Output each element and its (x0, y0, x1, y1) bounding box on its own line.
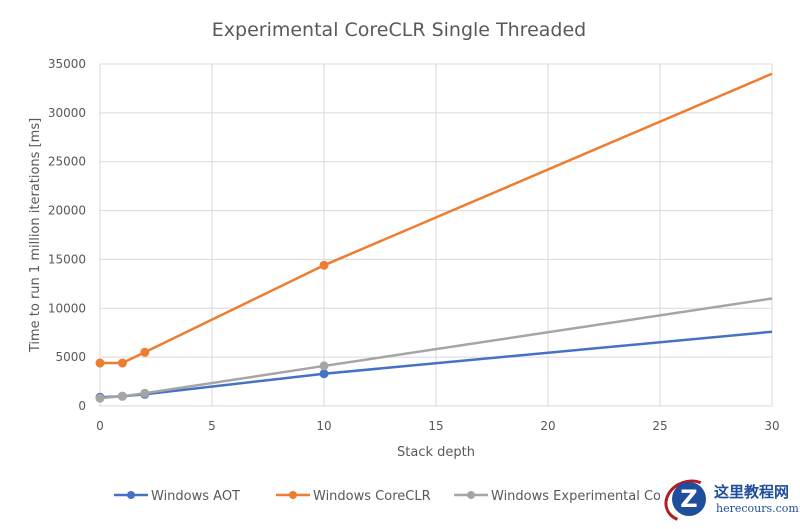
y-tick-label: 5000 (55, 350, 86, 364)
legend-marker-icon (467, 491, 475, 499)
x-tick-label: 15 (428, 419, 443, 433)
series-windows-aot (95, 330, 773, 402)
legend-marker-icon (127, 491, 135, 499)
x-tick-label: 5 (208, 419, 216, 433)
watermark: Z 这里教程网 herecours.com (658, 472, 800, 529)
data-point (95, 393, 105, 403)
x-tick-label: 10 (316, 419, 331, 433)
series (95, 72, 773, 403)
watermark-logo-icon: Z (672, 482, 706, 516)
y-tick-label: 15000 (48, 252, 86, 266)
chart-title: Experimental CoreCLR Single Threaded (212, 19, 586, 41)
x-tick-label: 0 (96, 419, 104, 433)
y-tick-label: 35000 (48, 57, 86, 71)
y-tick-label: 25000 (48, 155, 86, 169)
series-windows-coreclr (95, 72, 773, 368)
data-point (319, 361, 329, 371)
data-point (319, 260, 329, 270)
y-tick-label: 20000 (48, 204, 86, 218)
series-windows-experimental-co (95, 297, 773, 403)
y-tick-label: 30000 (48, 106, 86, 120)
x-axis-ticks: 0 5 10 15 20 25 30 (96, 419, 779, 433)
watermark-domain-text: herecours.com (716, 502, 799, 515)
legend-item: Windows Experimental Co (454, 489, 661, 504)
legend-label: Windows CoreCLR (313, 489, 431, 504)
x-axis-title: Stack depth (397, 445, 475, 460)
data-point (95, 358, 105, 368)
data-point (117, 358, 127, 368)
gridlines (99, 63, 773, 407)
x-tick-label: 20 (540, 419, 555, 433)
legend-item: Windows CoreCLR (276, 489, 431, 504)
x-tick-label: 30 (764, 419, 779, 433)
watermark-chinese-text: 这里教程网 (714, 483, 790, 501)
data-point (140, 347, 150, 357)
legend-marker-icon (289, 491, 297, 499)
data-point (319, 369, 329, 379)
y-tick-label: 0 (78, 399, 86, 413)
data-point (117, 391, 127, 401)
x-tick-label: 25 (652, 419, 667, 433)
y-axis-ticks: 0 5000 10000 15000 20000 25000 30000 35000 (48, 57, 86, 413)
y-axis-title: Time to run 1 million iterations [ms] (28, 118, 43, 353)
legend-item: Windows AOT (114, 489, 240, 504)
legend-label: Windows AOT (151, 489, 240, 504)
legend: Windows AOT Windows CoreCLR Windows Experi… (114, 489, 661, 504)
data-point (140, 388, 150, 398)
legend-label: Windows Experimental Co (491, 489, 661, 504)
y-tick-label: 10000 (48, 301, 86, 315)
